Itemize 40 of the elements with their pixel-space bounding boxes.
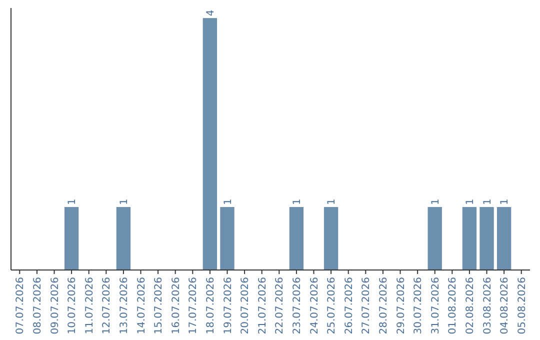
x-tick-label: 20.07.2026 [240, 277, 252, 334]
x-tick-label: 30.07.2026 [413, 277, 424, 334]
x-tick-label: 19.07.2026 [222, 277, 234, 334]
x-tick-label: 04.08.2026 [500, 277, 511, 334]
x-tick-label: 05.08.2026 [516, 277, 528, 334]
data-label: 1 [500, 198, 511, 206]
data-label: 1 [430, 198, 442, 206]
x-tick-label: 17.07.2026 [188, 277, 200, 334]
x-tick-label: 10.07.2026 [67, 277, 78, 334]
x-tick-label: 24.07.2026 [309, 277, 320, 334]
x-tick-label: 29.07.2026 [396, 277, 407, 334]
x-tick-label: 12.07.2026 [102, 277, 113, 334]
x-tick-label: 02.08.2026 [464, 277, 476, 334]
data-label: 1 [67, 198, 78, 206]
data-label: 1 [326, 198, 338, 206]
x-tick-label: 18.07.2026 [205, 277, 216, 334]
data-label: 1 [292, 198, 303, 206]
data-label: 4 [205, 10, 216, 16]
x-tick-label: 03.08.2026 [482, 277, 494, 334]
x-tick-label: 21.07.2026 [257, 277, 268, 334]
x-tick-label: 23.07.2026 [292, 277, 303, 334]
x-tick-label: 26.07.2026 [344, 277, 355, 334]
x-tick-label: 27.07.2026 [361, 277, 372, 334]
x-tick-label: 13.07.2026 [118, 277, 130, 334]
data-label: 1 [482, 198, 494, 206]
x-tick-label: 15.07.2026 [154, 277, 165, 334]
data-label: 1 [222, 198, 234, 206]
x-tick-label: 16.07.2026 [170, 277, 182, 334]
x-tick-label: 08.07.2026 [32, 277, 44, 334]
x-tick-label: 22.07.2026 [274, 277, 286, 334]
x-tick-label: 01.08.2026 [448, 277, 459, 334]
x-tick-label: 11.07.2026 [84, 277, 96, 334]
x-tick-label: 31.07.2026 [430, 277, 442, 334]
x-tick-label: 25.07.2026 [326, 277, 338, 334]
x-tick-label: 28.07.2026 [378, 277, 390, 334]
data-label: 1 [118, 198, 130, 206]
x-tick-label: 14.07.2026 [136, 277, 148, 334]
data-label: 1 [464, 198, 476, 206]
x-tick-label: 09.07.2026 [50, 277, 61, 334]
x-tick-label: 07.07.2026 [15, 277, 26, 334]
